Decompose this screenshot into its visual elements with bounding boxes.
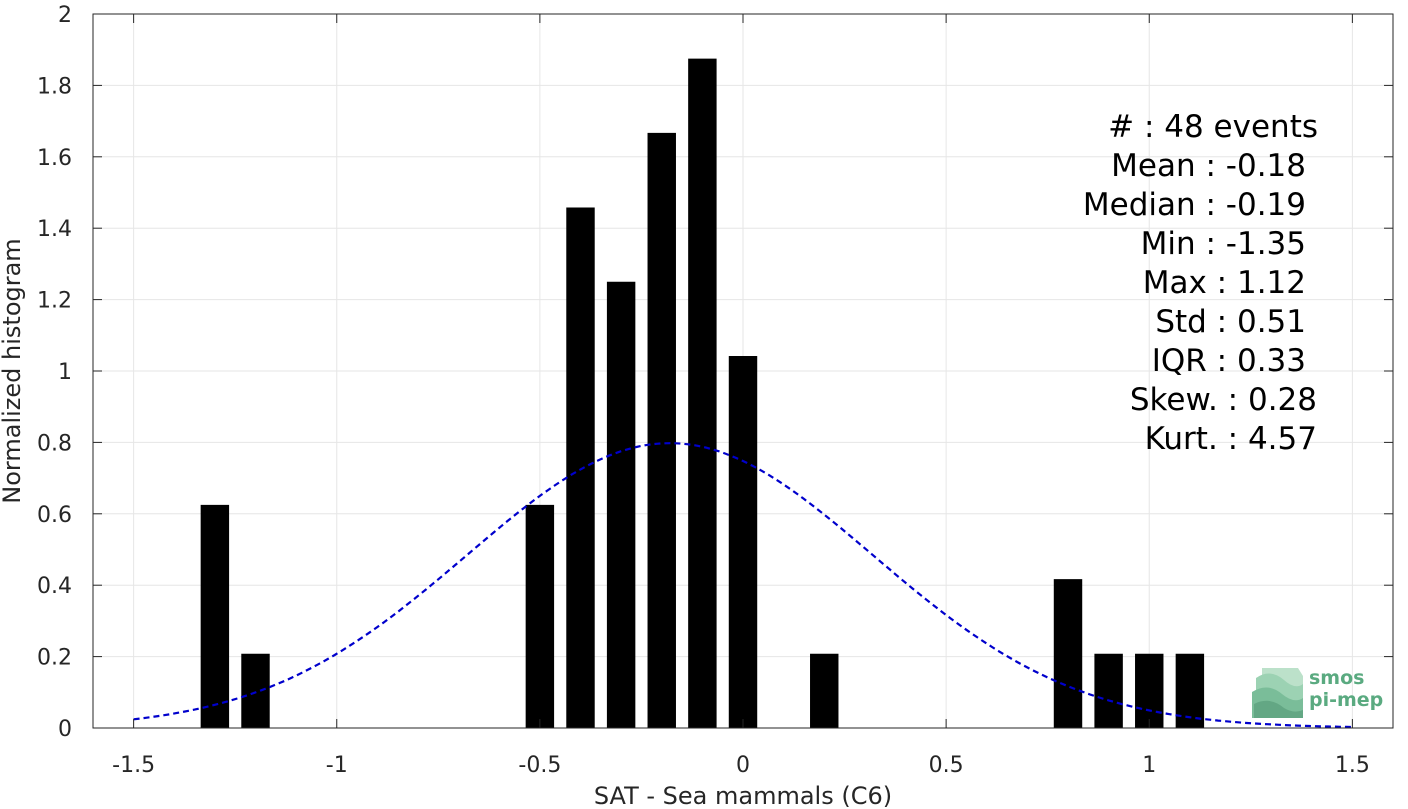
logo-text-line1: smos <box>1309 667 1364 689</box>
axis-ticks <box>93 13 1393 729</box>
histogram-bar <box>200 504 230 728</box>
x-tick-label: -0.5 <box>518 753 561 778</box>
x-tick-labels: -1.5 -1 -0.5 0 0.5 1 1.5 <box>112 753 1370 778</box>
x-tick-label: 1.5 <box>1335 753 1370 778</box>
y-tick-label: 0 <box>58 717 72 742</box>
x-tick-label: -1.5 <box>112 753 155 778</box>
stat-median: Median : -0.19 <box>1083 187 1306 223</box>
y-axis-label: Normalized histogram <box>0 238 26 503</box>
histogram-bar <box>1135 653 1164 728</box>
stat-min: Min : -1.35 <box>1141 226 1306 262</box>
y-tick-label: 0.8 <box>37 431 72 456</box>
histogram-bar <box>647 132 676 729</box>
y-tick-label: 1 <box>58 360 72 385</box>
stat-mean: Mean : -0.18 <box>1111 148 1306 184</box>
stat-skewness: Skew. : 0.28 <box>1130 382 1317 418</box>
bars <box>200 58 1205 729</box>
y-tick-label: 2 <box>58 3 72 28</box>
statistics-box: # : 48 events Mean : -0.18 Median : -0.1… <box>1083 109 1318 457</box>
stat-max: Max : 1.12 <box>1143 265 1306 301</box>
stat-count: # : 48 events <box>1108 109 1318 145</box>
y-tick-label: 0.2 <box>37 646 72 671</box>
logo-text-line2: pi-mep <box>1309 689 1383 711</box>
histogram-bar <box>1053 579 1083 728</box>
logo-mark-icon <box>1252 668 1303 718</box>
y-tick-label: 1.6 <box>37 146 72 171</box>
histogram-bar <box>525 504 555 728</box>
stat-iqr: IQR : 0.33 <box>1152 343 1306 379</box>
smos-pi-mep-logo: smos pi-mep <box>1252 667 1383 718</box>
y-tick-label: 1.8 <box>37 74 72 99</box>
x-axis-label: SAT - Sea mammals (C6) <box>594 782 892 809</box>
stat-kurtosis: Kurt. : 4.57 <box>1145 421 1317 457</box>
histogram-bar <box>688 58 717 728</box>
histogram-bar <box>1094 653 1123 728</box>
histogram-bar <box>606 281 636 728</box>
y-tick-label: 0.6 <box>37 503 72 528</box>
histogram-bar <box>566 207 595 728</box>
histogram-bar <box>241 653 270 728</box>
y-tick-label: 1.4 <box>37 217 72 242</box>
x-tick-label: 0 <box>736 753 750 778</box>
histogram-bar <box>810 653 839 728</box>
y-tick-labels: 0 0.2 0.4 0.6 0.8 1 1.2 1.4 1.6 1.8 2 <box>37 3 72 742</box>
y-tick-label: 1.2 <box>37 289 72 314</box>
y-tick-label: 0.4 <box>37 574 72 599</box>
gaussian-fit-curve <box>133 442 1353 729</box>
histogram-bar <box>728 356 758 728</box>
stat-std: Std : 0.51 <box>1155 304 1306 340</box>
x-tick-label: 1 <box>1142 753 1156 778</box>
x-tick-label: -1 <box>326 753 348 778</box>
x-tick-label: 0.5 <box>929 753 964 778</box>
